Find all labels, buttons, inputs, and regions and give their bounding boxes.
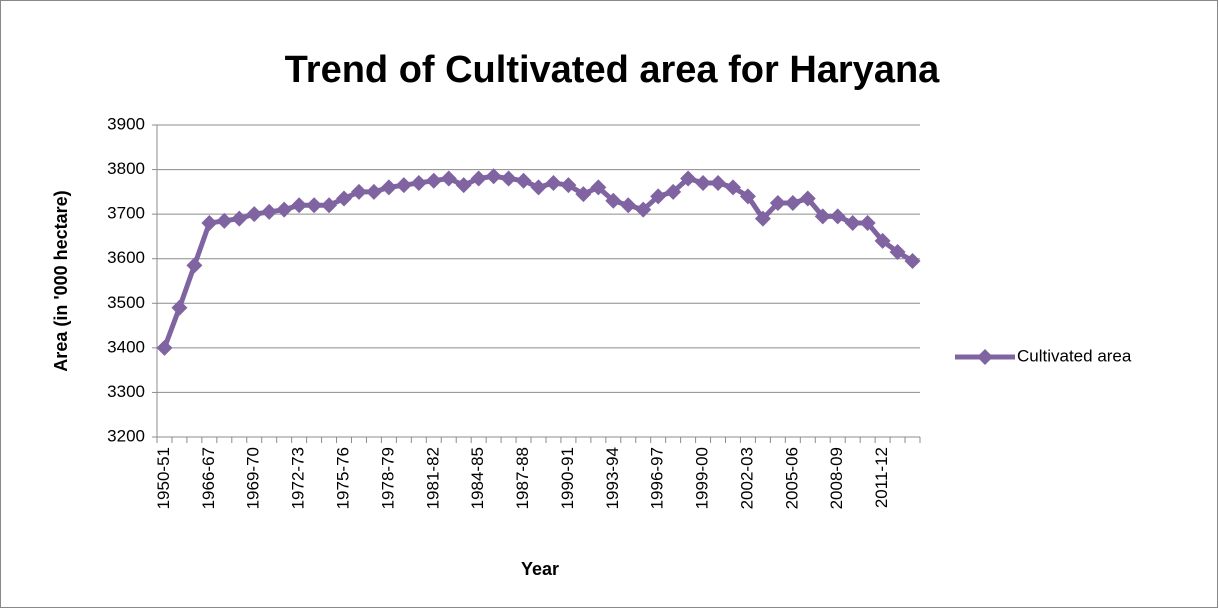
point-marker: [455, 177, 472, 194]
point-marker: [754, 210, 771, 227]
point-marker: [485, 168, 502, 185]
x-tick-label: 1990-91: [558, 447, 577, 509]
point-marker: [515, 172, 532, 189]
point-marker: [545, 174, 562, 191]
point-marker: [814, 208, 831, 225]
x-tick-label: 2011-12: [872, 447, 891, 508]
x-tick-label: 2002-03: [737, 447, 756, 509]
point-marker: [844, 215, 861, 232]
point-marker: [380, 179, 397, 196]
point-marker: [156, 339, 173, 356]
point-marker: [575, 186, 592, 203]
y-axis-label: Area (in '000 hectare): [51, 190, 71, 371]
y-tick-label: 3700: [107, 204, 145, 223]
chart-title: Trend of Cultivated area for Haryana: [285, 49, 940, 91]
point-marker: [590, 179, 607, 196]
point-marker: [425, 172, 442, 189]
point-marker: [186, 257, 203, 274]
point-marker: [395, 177, 412, 194]
point-marker: [724, 179, 741, 196]
point-marker: [769, 195, 786, 211]
point-marker: [650, 188, 667, 205]
point-marker: [350, 183, 367, 200]
x-tick-label: 1978-79: [378, 447, 397, 509]
point-marker: [321, 197, 338, 214]
point-marker: [291, 197, 308, 214]
point-marker: [410, 174, 427, 191]
point-marker: [695, 174, 712, 191]
point-marker: [560, 177, 577, 194]
x-tick-label: 1981-82: [423, 447, 442, 509]
point-marker: [710, 174, 727, 191]
x-tick-label: 1969-70: [244, 447, 263, 509]
y-tick-label: 3300: [107, 382, 145, 401]
x-tick-label: 1996-97: [648, 447, 667, 509]
point-marker: [739, 188, 756, 205]
point-marker: [306, 197, 323, 214]
x-tick-label: 1987-88: [513, 447, 532, 509]
y-tick-label: 3500: [107, 293, 145, 312]
point-marker: [500, 170, 517, 187]
legend-label: Cultivated area: [1017, 346, 1132, 365]
point-marker: [216, 212, 233, 229]
point-marker: [261, 203, 278, 220]
point-marker: [231, 210, 248, 227]
point-marker: [605, 192, 622, 209]
x-tick-label: 2005-06: [782, 447, 801, 509]
point-marker: [470, 170, 487, 187]
legend-marker: [977, 349, 993, 365]
point-marker: [889, 244, 906, 261]
x-tick-label: 1984-85: [468, 447, 487, 509]
x-tick-label: 1975-76: [333, 447, 352, 509]
point-marker: [336, 190, 353, 207]
point-marker: [680, 170, 697, 187]
point-marker: [829, 208, 846, 225]
x-tick-label: 1972-73: [289, 447, 308, 509]
point-marker: [365, 183, 382, 200]
y-tick-label: 3200: [107, 426, 145, 445]
point-marker: [635, 201, 652, 218]
x-tick-label: 1999-00: [693, 447, 712, 509]
point-marker: [440, 170, 457, 187]
x-tick-label: 1950-51: [154, 447, 173, 509]
point-marker: [530, 179, 547, 196]
x-tick-label: 2008-09: [827, 447, 846, 509]
point-marker: [201, 215, 218, 232]
y-tick-label: 3800: [107, 159, 145, 178]
point-marker: [904, 252, 921, 269]
y-tick-label: 3400: [107, 337, 145, 356]
point-marker: [171, 299, 188, 316]
point-marker: [784, 195, 801, 211]
point-marker: [276, 201, 293, 218]
y-tick-label: 3900: [107, 114, 145, 133]
point-marker: [620, 197, 637, 214]
point-marker: [246, 206, 263, 223]
point-marker: [665, 183, 682, 200]
x-tick-label: 1993-94: [603, 447, 622, 509]
point-marker: [799, 190, 816, 207]
point-marker: [859, 215, 876, 232]
point-marker: [874, 232, 891, 249]
y-tick-label: 3600: [107, 248, 145, 267]
x-tick-label: 1966-67: [199, 447, 218, 509]
x-axis-label: Year: [521, 559, 559, 579]
